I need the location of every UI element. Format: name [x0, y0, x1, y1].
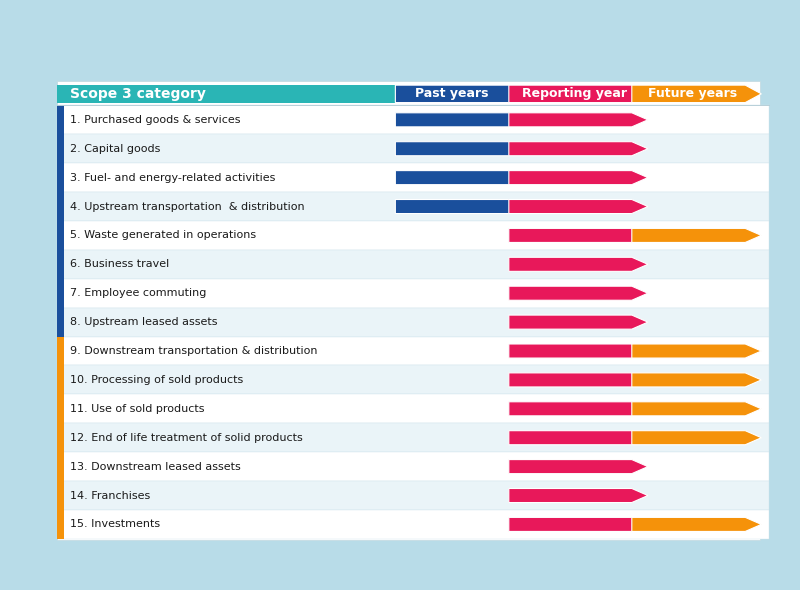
- Polygon shape: [509, 257, 648, 271]
- Polygon shape: [395, 199, 525, 214]
- FancyBboxPatch shape: [57, 510, 64, 539]
- FancyBboxPatch shape: [57, 221, 64, 250]
- Text: 10. Processing of sold products: 10. Processing of sold products: [70, 375, 244, 385]
- FancyBboxPatch shape: [57, 84, 395, 103]
- Text: 6. Business travel: 6. Business travel: [70, 260, 170, 269]
- Text: Future years: Future years: [648, 87, 737, 100]
- FancyBboxPatch shape: [57, 423, 64, 452]
- FancyBboxPatch shape: [57, 307, 769, 336]
- Text: 9. Downstream transportation & distribution: 9. Downstream transportation & distribut…: [70, 346, 318, 356]
- Polygon shape: [509, 517, 648, 532]
- Polygon shape: [632, 517, 762, 532]
- FancyBboxPatch shape: [57, 394, 769, 423]
- FancyBboxPatch shape: [57, 106, 769, 135]
- FancyBboxPatch shape: [57, 481, 769, 510]
- FancyBboxPatch shape: [57, 221, 769, 250]
- Polygon shape: [395, 142, 525, 156]
- FancyBboxPatch shape: [57, 81, 760, 540]
- FancyBboxPatch shape: [57, 163, 64, 192]
- Text: 14. Franchises: 14. Franchises: [70, 490, 150, 500]
- Polygon shape: [509, 85, 648, 103]
- Polygon shape: [509, 228, 648, 242]
- Polygon shape: [509, 431, 648, 445]
- FancyBboxPatch shape: [57, 192, 64, 221]
- Polygon shape: [509, 199, 648, 214]
- FancyBboxPatch shape: [57, 250, 769, 278]
- Polygon shape: [395, 113, 525, 127]
- Polygon shape: [395, 171, 525, 185]
- Text: 5. Waste generated in operations: 5. Waste generated in operations: [70, 231, 257, 240]
- FancyBboxPatch shape: [57, 510, 769, 539]
- Text: 2. Capital goods: 2. Capital goods: [70, 144, 161, 154]
- Polygon shape: [632, 402, 762, 416]
- FancyBboxPatch shape: [57, 423, 769, 452]
- Text: 11. Use of sold products: 11. Use of sold products: [70, 404, 205, 414]
- Polygon shape: [395, 85, 525, 103]
- Polygon shape: [509, 460, 648, 474]
- FancyBboxPatch shape: [57, 278, 64, 307]
- Polygon shape: [632, 373, 762, 387]
- Polygon shape: [632, 431, 762, 445]
- FancyBboxPatch shape: [57, 481, 64, 510]
- Text: 15. Investments: 15. Investments: [70, 519, 161, 529]
- FancyBboxPatch shape: [57, 365, 769, 394]
- Polygon shape: [509, 171, 648, 185]
- Polygon shape: [448, 0, 480, 53]
- FancyBboxPatch shape: [57, 336, 64, 365]
- FancyBboxPatch shape: [57, 106, 64, 135]
- FancyBboxPatch shape: [57, 452, 64, 481]
- FancyBboxPatch shape: [57, 452, 769, 481]
- Polygon shape: [509, 489, 648, 503]
- Polygon shape: [509, 113, 648, 127]
- Polygon shape: [632, 344, 762, 358]
- FancyBboxPatch shape: [57, 307, 64, 336]
- Text: 3. Fuel- and energy-related activities: 3. Fuel- and energy-related activities: [70, 173, 276, 183]
- Text: 13. Downstream leased assets: 13. Downstream leased assets: [70, 461, 241, 471]
- Polygon shape: [509, 142, 648, 156]
- Text: 1. Purchased goods & services: 1. Purchased goods & services: [70, 115, 241, 125]
- FancyBboxPatch shape: [57, 336, 769, 365]
- Polygon shape: [509, 344, 648, 358]
- FancyBboxPatch shape: [57, 278, 769, 307]
- Text: Reporting year: Reporting year: [522, 87, 627, 100]
- Polygon shape: [509, 315, 648, 329]
- FancyBboxPatch shape: [57, 250, 64, 278]
- Text: 7. Employee commuting: 7. Employee commuting: [70, 289, 206, 298]
- Polygon shape: [632, 85, 762, 103]
- FancyBboxPatch shape: [57, 163, 769, 192]
- Text: 4. Upstream transportation  & distribution: 4. Upstream transportation & distributio…: [70, 202, 305, 212]
- Polygon shape: [632, 228, 762, 242]
- Text: Scope 3 category: Scope 3 category: [70, 87, 206, 101]
- FancyBboxPatch shape: [57, 394, 64, 423]
- Text: Past years: Past years: [415, 87, 489, 100]
- Text: 8. Upstream leased assets: 8. Upstream leased assets: [70, 317, 218, 327]
- Polygon shape: [509, 373, 648, 387]
- FancyBboxPatch shape: [57, 135, 64, 163]
- FancyBboxPatch shape: [57, 192, 769, 221]
- FancyBboxPatch shape: [57, 135, 769, 163]
- Polygon shape: [509, 402, 648, 416]
- Polygon shape: [509, 286, 648, 300]
- FancyBboxPatch shape: [57, 365, 64, 394]
- Text: 12. End of life treatment of solid products: 12. End of life treatment of solid produ…: [70, 432, 303, 442]
